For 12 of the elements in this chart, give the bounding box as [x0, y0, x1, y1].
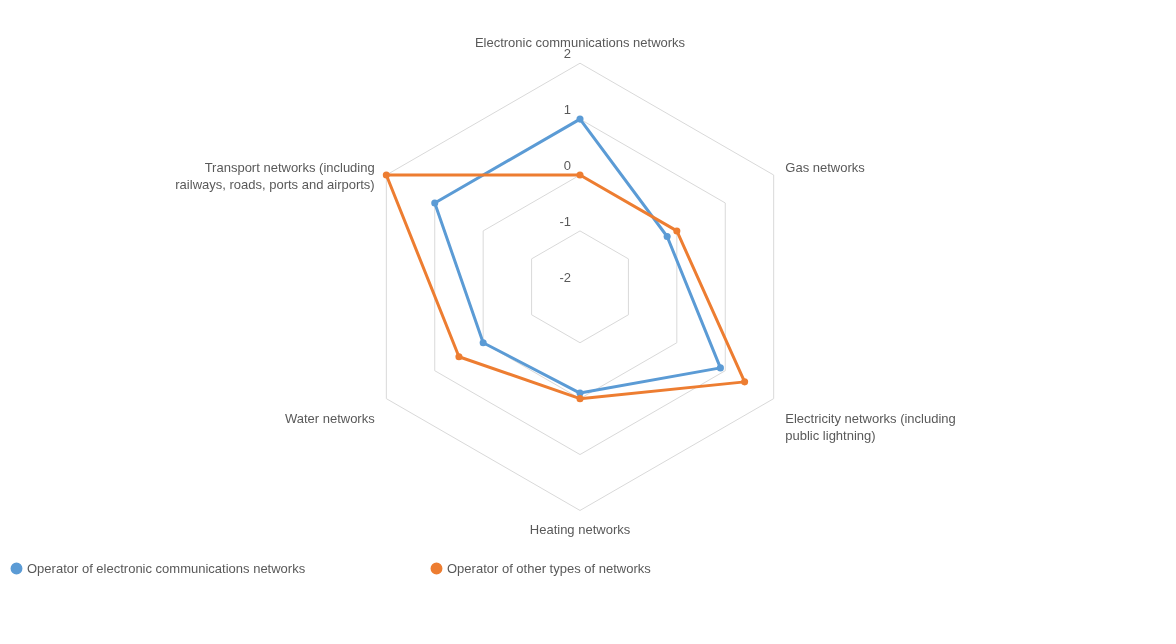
legend-label: Operator of electronic communications networks — [27, 560, 306, 576]
spoke-label: Electricity networks (including public lightning) — [785, 410, 956, 443]
legend-label: Operator of other types of networks — [447, 560, 652, 576]
y-tick-label: -1 — [559, 213, 572, 229]
spoke-label: Transport networks (including railways, roads, ports and airports) — [175, 160, 375, 193]
spoke-label: Water networks — [284, 410, 376, 426]
y-tick-label: -2 — [559, 269, 572, 285]
y-tick-label: 0 — [563, 157, 572, 173]
spoke-label: Heating networks — [529, 521, 631, 537]
spoke-label: Gas networks — [785, 160, 866, 176]
spoke-label: Electronic communications networks — [474, 34, 686, 50]
y-tick-label: 1 — [563, 101, 572, 117]
